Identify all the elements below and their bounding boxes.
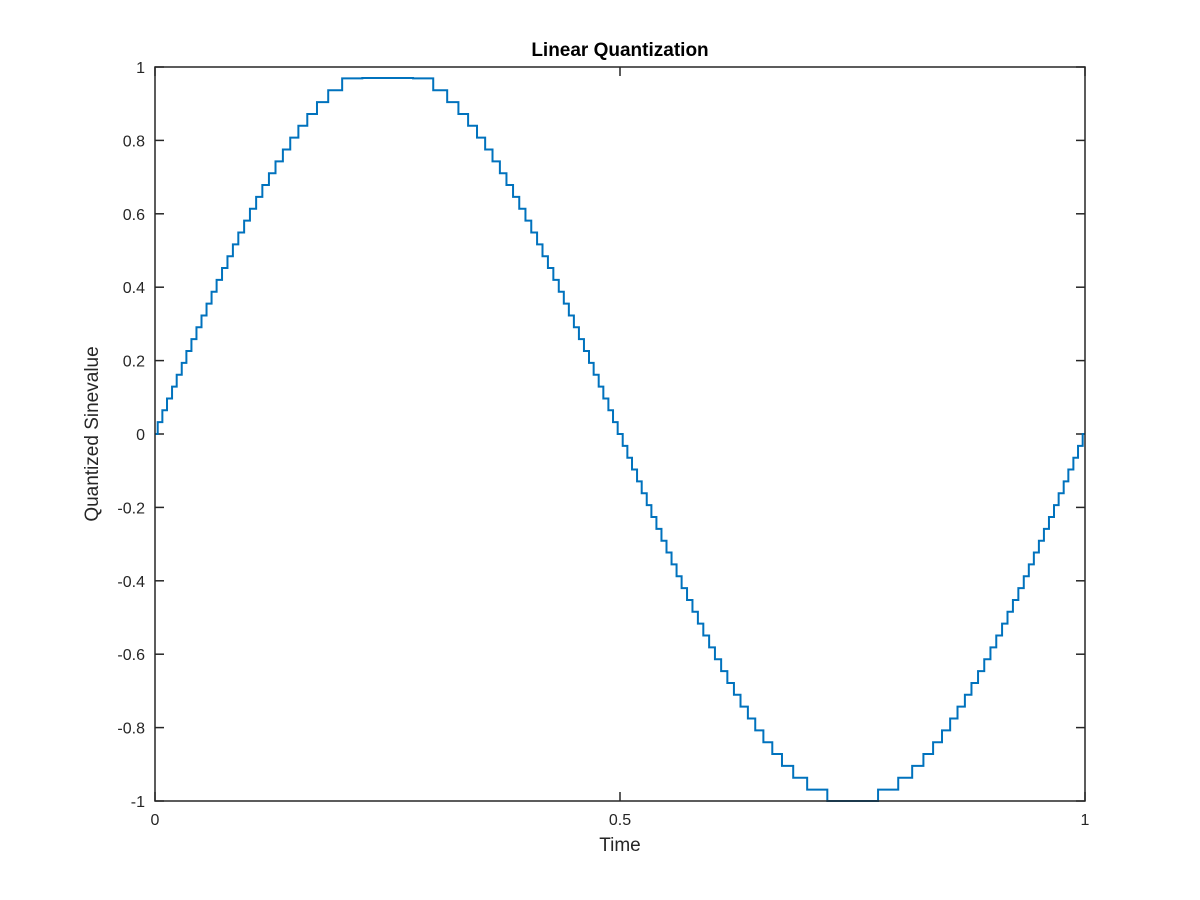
x-tick-label: 0 [151, 812, 160, 829]
y-tick-label: -0.2 [117, 500, 145, 517]
y-tick-label: -0.4 [117, 574, 145, 591]
y-tick-labels: -1 -0.8 -0.6 -0.4 -0.2 0 0.2 0.4 0.6 0.8 1 [117, 60, 145, 811]
x-tick-labels: 0 0.5 1 [151, 812, 1090, 829]
x-tick-label: 0.5 [609, 812, 631, 829]
y-tick-label: -1 [131, 794, 145, 811]
chart-title: Linear Quantization [531, 40, 708, 61]
y-tick-label: -0.8 [117, 721, 145, 738]
y-tick-label: 0.4 [123, 280, 145, 297]
y-tick-label: 0.6 [123, 207, 145, 224]
y-axis-label: Quantized Sinevalue [82, 346, 103, 521]
y-tick-label: -0.6 [117, 647, 145, 664]
y-tick-label: 1 [136, 60, 145, 77]
quantized-sine-line [155, 77, 1085, 802]
x-axis-label: Time [599, 835, 641, 856]
axes-box [154, 66, 1086, 802]
x-tick-label: 1 [1081, 812, 1090, 829]
y-tick-label: 0 [136, 427, 145, 444]
y-tick-label: 0.2 [123, 354, 145, 371]
y-tick-label: 0.8 [123, 133, 145, 150]
axis-ticks [154, 66, 1086, 802]
